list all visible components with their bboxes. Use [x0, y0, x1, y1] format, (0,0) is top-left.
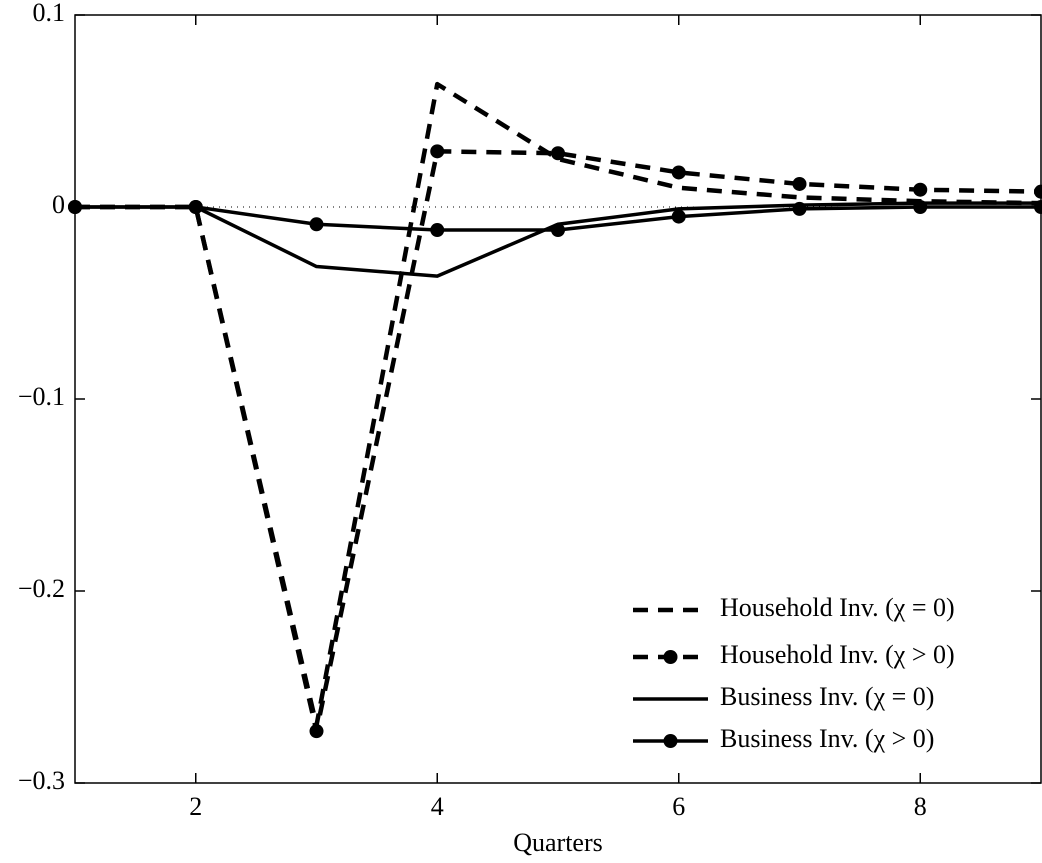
legend-marker	[663, 650, 678, 664]
legend-label: Business Inv. (χ > 0)	[720, 724, 934, 753]
x-tick-label: 2	[189, 792, 202, 821]
series-marker	[551, 223, 565, 238]
series-marker	[551, 146, 565, 161]
series-marker	[68, 200, 82, 214]
y-tick-label: −0.2	[18, 574, 65, 603]
y-tick-label: −0.3	[18, 766, 65, 795]
series-marker	[1034, 184, 1042, 199]
series-marker	[792, 201, 807, 216]
series-marker	[1034, 200, 1042, 214]
series-marker	[913, 200, 928, 214]
legend-label: Household Inv. (χ = 0)	[720, 593, 955, 622]
series-marker	[430, 144, 445, 159]
series-marker	[792, 176, 807, 191]
x-tick-label: 4	[431, 792, 444, 821]
series-marker	[430, 223, 445, 238]
series-marker	[671, 165, 686, 180]
legend-label: Household Inv. (χ > 0)	[720, 640, 955, 669]
series-line	[75, 81, 1042, 728]
series-marker	[913, 182, 928, 197]
legend-label: Business Inv. (χ = 0)	[720, 682, 934, 711]
series-marker	[309, 724, 324, 739]
x-tick-label: 6	[672, 792, 685, 821]
series-marker	[188, 200, 203, 214]
y-tick-label: 0	[52, 190, 65, 219]
y-tick-label: −0.1	[18, 382, 65, 411]
y-tick-label: 0.1	[33, 0, 66, 27]
x-tick-label: 8	[914, 792, 927, 821]
x-axis-label: Quarters	[513, 828, 603, 857]
legend-marker	[663, 734, 678, 748]
series-marker	[309, 217, 324, 232]
plot-frame	[74, 14, 1042, 784]
series-line	[75, 201, 1041, 278]
series-marker	[671, 209, 686, 224]
series-line	[75, 149, 1042, 734]
